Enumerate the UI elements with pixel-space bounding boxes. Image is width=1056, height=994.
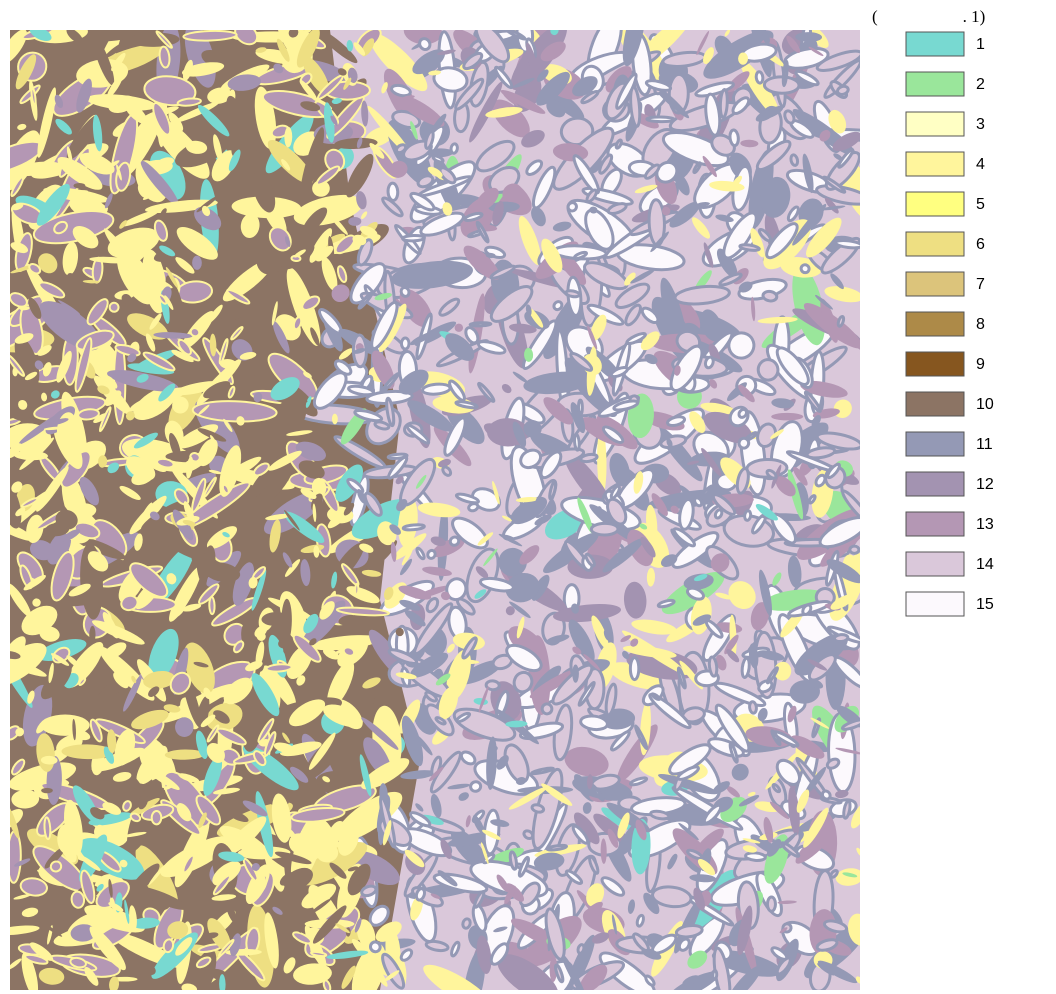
map-region [745, 852, 765, 861]
map-region [402, 235, 424, 241]
map-region [109, 303, 118, 312]
legend-label: 11 [976, 436, 993, 453]
legend-swatch [906, 192, 964, 216]
map-region [771, 413, 803, 421]
map-region [422, 383, 450, 395]
map-region [426, 549, 436, 559]
map-region [834, 634, 848, 642]
map-region [762, 290, 777, 301]
legend-swatch [906, 272, 964, 296]
legend-swatch [906, 392, 964, 416]
map-region [572, 664, 579, 682]
map-region [469, 780, 482, 792]
map-region [577, 944, 585, 954]
map-region [850, 546, 859, 553]
legend-label: 14 [976, 556, 994, 573]
legend-label: 7 [976, 276, 985, 293]
legend-swatch [906, 152, 964, 176]
legend-label: 3 [976, 116, 985, 133]
legend-swatch [906, 472, 964, 496]
map-region [462, 918, 472, 929]
map-region [630, 658, 638, 680]
map-region [400, 286, 410, 297]
legend-swatch [906, 352, 964, 376]
legend-label: 12 [976, 476, 994, 493]
legend-label: 5 [976, 196, 985, 213]
map-region [152, 811, 162, 824]
map-region [729, 130, 739, 146]
map-region [565, 290, 579, 298]
legend-swatch [906, 112, 964, 136]
map-region [388, 454, 407, 460]
map-region [41, 788, 53, 793]
map-region [764, 77, 799, 94]
map-region [470, 322, 491, 326]
map-page: ( . 1) 123456789101112131415 [0, 0, 1056, 994]
legend-label: 13 [976, 516, 994, 533]
map-region [450, 143, 458, 153]
legend-swatch [906, 312, 964, 336]
legend-label: 10 [976, 396, 994, 413]
legend-label: 6 [976, 236, 985, 253]
map-region [388, 183, 399, 201]
map-region [647, 117, 675, 122]
map-region [7, 831, 21, 883]
map-region [403, 524, 424, 531]
map-region [749, 701, 757, 713]
map-region [44, 817, 51, 839]
legend-label: 1 [976, 36, 985, 53]
map-region [720, 89, 728, 117]
legend-label: 4 [976, 156, 985, 173]
map-region [738, 437, 751, 450]
legend-swatch [906, 552, 964, 576]
map-region [574, 434, 580, 450]
map-region [355, 584, 358, 595]
map-region [468, 502, 479, 512]
legend-swatch [906, 432, 964, 456]
classified-map [0, 0, 886, 994]
legend: 123456789101112131415 [906, 32, 994, 616]
map-region [757, 358, 779, 381]
map-region [74, 183, 86, 188]
legend-swatch [906, 232, 964, 256]
map-region [713, 970, 717, 979]
legend-swatch [906, 72, 964, 96]
map-region [767, 897, 775, 911]
map-region [708, 657, 717, 677]
map-region [756, 71, 764, 83]
map-region [591, 523, 618, 535]
map-region [744, 510, 751, 520]
legend-swatch [906, 592, 964, 616]
legend-label: 9 [976, 356, 985, 373]
legend-label: 15 [976, 596, 994, 613]
map-caption: ( . 1) [872, 7, 985, 26]
legend-swatch [906, 512, 964, 536]
legend-label: 2 [976, 76, 985, 93]
map-region [790, 154, 799, 166]
map-region [741, 658, 750, 678]
map-region [401, 338, 409, 349]
legend-label: 8 [976, 316, 985, 333]
map-region [578, 400, 582, 414]
legend-swatch [906, 32, 964, 56]
